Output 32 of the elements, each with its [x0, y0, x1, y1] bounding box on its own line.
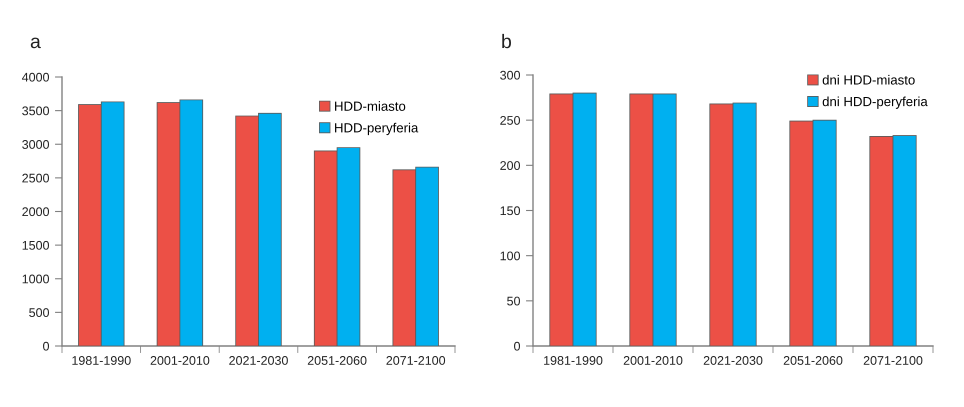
y-tick-label: 1500	[22, 240, 50, 250]
y-tick-label: 150	[500, 206, 520, 216]
x-tick-label: 2051-2060	[784, 356, 842, 365]
x-tick-label: 2001-2010	[150, 356, 210, 365]
y-tick-label: 0	[43, 342, 50, 351]
y-tick-label: 50	[507, 296, 520, 306]
y-tick-label: 300	[500, 70, 520, 80]
legend-label: HDD-peryferia	[335, 122, 418, 136]
y-tick-label: 3000	[22, 140, 50, 149]
y-tick-label: 2500	[22, 174, 50, 183]
y-tick-label: 1000	[22, 274, 50, 284]
x-tick-label: 2021-2030	[704, 356, 762, 365]
y-tick-label: 200	[500, 161, 520, 170]
legend-label: HDD-miasto	[335, 101, 406, 111]
y-tick-label: 2000	[22, 207, 50, 216]
chart-title: b	[502, 34, 511, 48]
x-tick-label: 2051-2060	[308, 356, 367, 365]
x-tick-label: 2021-2030	[229, 356, 288, 365]
chart-title: a	[30, 38, 41, 48]
y-tick-label: 4000	[22, 72, 50, 82]
x-tick-label: 2071-2100	[386, 356, 446, 365]
y-tick-label: 500	[29, 308, 50, 318]
legend-label: dni HDD-miasto	[822, 74, 915, 85]
x-tick-label: 1981-1990	[544, 356, 602, 365]
y-tick-label: 250	[500, 116, 520, 125]
x-tick-label: 2071-2100	[864, 356, 922, 365]
y-tick-label: 3500	[22, 106, 50, 116]
legend-label: dni HDD-peryferia	[822, 96, 928, 109]
y-tick-label: 0	[514, 342, 520, 351]
y-tick-label: 100	[500, 251, 520, 260]
x-tick-label: 1981-1990	[72, 356, 131, 365]
x-tick-label: 2001-2010	[624, 356, 682, 365]
